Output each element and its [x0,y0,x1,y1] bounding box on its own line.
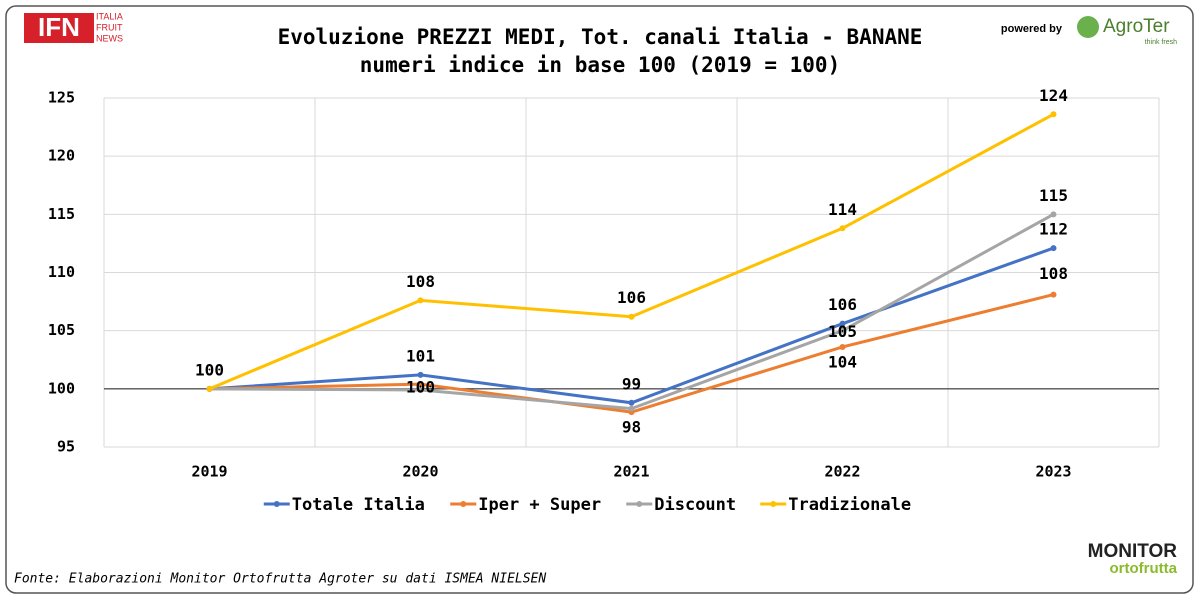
x-tick-label: 2020 [402,463,438,481]
legend-label: Tradizionale [788,495,911,515]
point [628,313,635,320]
legend-label: Iper + Super [478,495,601,515]
ifn-text: IFN [38,12,80,42]
value-label: 99 [622,374,641,393]
point [1050,111,1057,118]
value-label: 115 [1039,186,1068,205]
powered-by: powered by [1001,23,1063,35]
agroter-icon [1077,16,1099,38]
value-label: 112 [1039,220,1068,239]
point [839,327,846,334]
ifn-line: NEWS [96,33,123,43]
x-tick-label: 2019 [191,463,227,481]
point [417,381,424,388]
value-label: 108 [406,272,435,291]
agroter-text: AgroTer [1103,16,1170,37]
value-label: 114 [828,200,857,219]
point [839,343,846,350]
y-tick-label: 95 [57,438,75,456]
point [839,320,846,327]
y-tick-label: 105 [48,321,75,339]
legend-label: Discount [654,495,736,515]
value-label: 100 [195,360,224,379]
y-tick-label: 115 [48,205,75,223]
point [417,297,424,304]
ifn-line: FRUIT [96,22,123,32]
value-label: 106 [617,288,646,307]
x-tick-label: 2021 [613,463,649,481]
y-tick-label: 110 [48,263,75,281]
legend-marker [770,501,777,507]
point [1050,211,1057,218]
chart-title: Evoluzione PREZZI MEDI, Tot. canali Ital… [278,25,923,49]
y-tick-label: 120 [48,147,75,165]
x-tick-label: 2022 [824,463,860,481]
y-tick-label: 125 [48,89,75,107]
value-label: 124 [1039,86,1068,105]
monitor-text: MONITOR [1088,541,1178,562]
point [839,225,846,232]
value-label: 104 [828,352,857,371]
value-label: 108 [1039,264,1068,283]
legend-marker [273,501,280,507]
value-label: 98 [622,418,641,437]
x-tick-label: 2023 [1035,463,1071,481]
point [628,405,635,412]
value-label: 105 [828,322,857,341]
legend-marker [636,501,643,507]
value-label: 100 [406,378,435,397]
legend-label: Totale Italia [292,495,425,515]
legend-marker [460,501,467,507]
ortofrutta-text: ortofrutta [1110,560,1178,577]
point [417,386,424,393]
source-note: Fonte: Elaborazioni Monitor Ortofrutta A… [14,572,546,587]
point [1050,245,1057,252]
value-label: 101 [406,346,435,365]
y-tick-label: 100 [48,379,75,397]
point [1050,291,1057,298]
point [628,399,635,406]
point [206,385,213,392]
agroter-tagline: think fresh [1145,39,1177,46]
chart-subtitle: numeri indice in base 100 (2019 = 100) [360,53,840,77]
ifn-logo: IFN ITALIA FRUIT NEWS [24,11,123,43]
ifn-box [24,13,94,43]
point [417,371,424,378]
frame [5,5,1194,594]
ifn-line: ITALIA [96,11,123,21]
value-label: 106 [828,295,857,314]
